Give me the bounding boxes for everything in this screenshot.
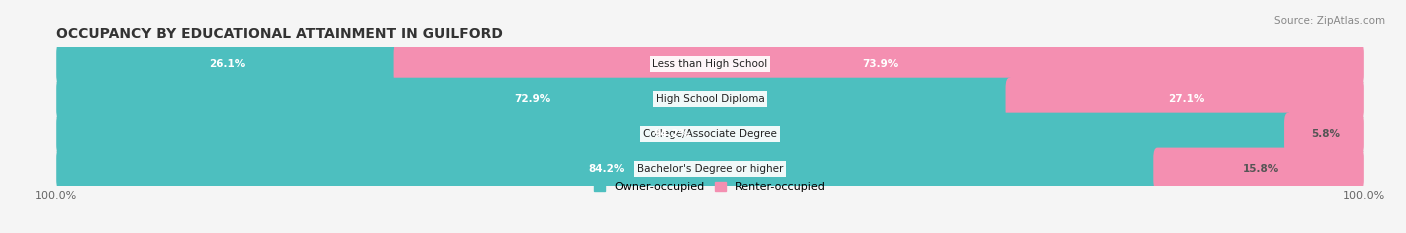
FancyBboxPatch shape xyxy=(56,78,1364,120)
FancyBboxPatch shape xyxy=(56,113,1364,155)
Text: OCCUPANCY BY EDUCATIONAL ATTAINMENT IN GUILFORD: OCCUPANCY BY EDUCATIONAL ATTAINMENT IN G… xyxy=(56,27,503,41)
FancyBboxPatch shape xyxy=(56,78,1014,120)
Text: 73.9%: 73.9% xyxy=(862,59,898,69)
Text: 94.2%: 94.2% xyxy=(654,129,690,139)
Text: 26.1%: 26.1% xyxy=(208,59,245,69)
Legend: Owner-occupied, Renter-occupied: Owner-occupied, Renter-occupied xyxy=(593,182,827,192)
FancyBboxPatch shape xyxy=(1153,148,1364,190)
Text: Less than High School: Less than High School xyxy=(652,59,768,69)
Text: 72.9%: 72.9% xyxy=(515,94,551,104)
FancyBboxPatch shape xyxy=(56,148,1364,190)
Text: 27.1%: 27.1% xyxy=(1168,94,1205,104)
FancyBboxPatch shape xyxy=(56,43,402,85)
FancyBboxPatch shape xyxy=(56,113,1292,155)
Text: College/Associate Degree: College/Associate Degree xyxy=(643,129,778,139)
Text: Source: ZipAtlas.com: Source: ZipAtlas.com xyxy=(1274,16,1385,26)
FancyBboxPatch shape xyxy=(56,43,1364,85)
Text: 15.8%: 15.8% xyxy=(1243,164,1278,174)
Text: High School Diploma: High School Diploma xyxy=(655,94,765,104)
FancyBboxPatch shape xyxy=(394,43,1364,85)
Text: 5.8%: 5.8% xyxy=(1312,129,1340,139)
FancyBboxPatch shape xyxy=(1005,78,1364,120)
FancyBboxPatch shape xyxy=(1284,113,1364,155)
Text: 84.2%: 84.2% xyxy=(589,164,624,174)
Text: Bachelor's Degree or higher: Bachelor's Degree or higher xyxy=(637,164,783,174)
FancyBboxPatch shape xyxy=(56,148,1161,190)
